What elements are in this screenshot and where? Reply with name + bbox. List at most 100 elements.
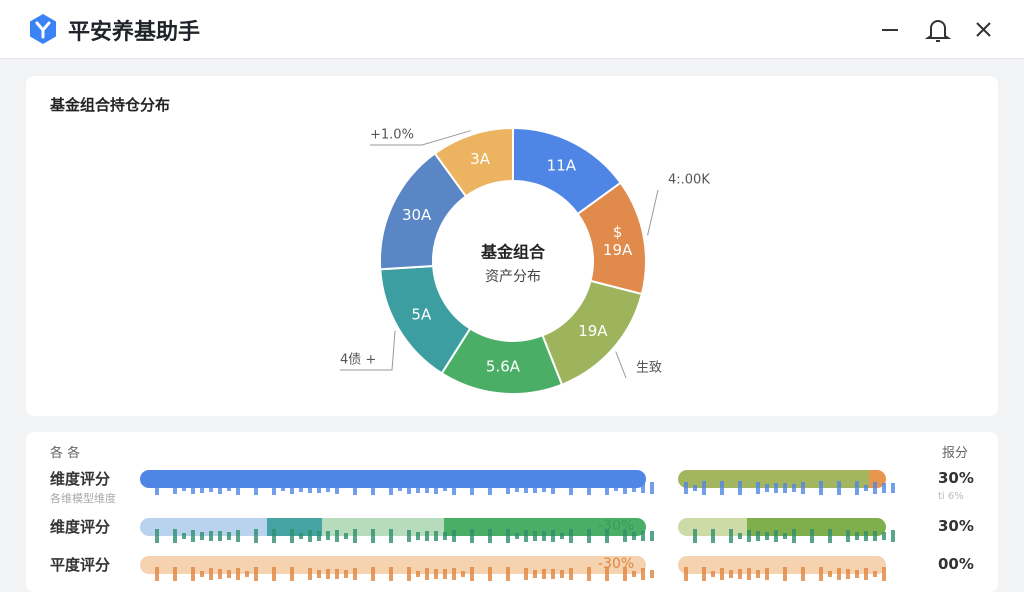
spark-bar (218, 569, 222, 579)
spark-bar (873, 571, 877, 577)
close-button[interactable] (976, 22, 991, 37)
spark-bar (738, 481, 742, 495)
spark-bar (855, 532, 859, 540)
spark-bar (416, 483, 420, 493)
spark-bar (308, 530, 312, 542)
spark-bar (693, 529, 697, 543)
spark-bar (488, 529, 492, 543)
spark-bar (389, 567, 393, 581)
spark-bar (434, 482, 438, 494)
spark-bar (254, 567, 258, 581)
spark-bar (407, 529, 411, 543)
spark-bar (632, 483, 636, 493)
spark-bar (533, 482, 537, 494)
spark-bar (272, 529, 276, 543)
spark-bar (650, 569, 654, 579)
spark-bar (882, 532, 886, 540)
spark-bar (443, 484, 447, 492)
spark-bar (765, 484, 769, 492)
spark-bar (810, 529, 814, 543)
spark-bar (560, 532, 564, 540)
spark-bar (236, 481, 240, 495)
spark-bar (173, 567, 177, 581)
spark-bar (524, 530, 528, 542)
notification-button[interactable] (924, 20, 952, 42)
spark-bar (587, 529, 591, 543)
spark-bar (873, 530, 877, 542)
spark-bar (290, 567, 294, 581)
spark-bar (605, 481, 609, 495)
spark-bar (837, 481, 841, 495)
spark-bar (308, 482, 312, 494)
spark-bar (774, 482, 778, 494)
spark-bar (371, 481, 375, 495)
spark-bar (407, 567, 411, 581)
callout-label: +1.0% (370, 128, 414, 143)
spark-bar (227, 532, 231, 540)
spark-bar (837, 568, 841, 580)
spark-bar (605, 529, 609, 543)
spark-bar (299, 483, 303, 493)
spark-bar (326, 531, 330, 541)
spark-bar (290, 481, 294, 495)
spark-bar (488, 481, 492, 495)
spark-bar (515, 484, 519, 492)
row-label: 平度评分 (50, 556, 111, 574)
chart-title: 基金组合持仓分布 (50, 96, 171, 114)
row-label: 维度评分 (50, 518, 111, 536)
spark-bar (200, 570, 204, 578)
spark-bar (632, 571, 636, 577)
spark-bar (443, 532, 447, 540)
spark-bar (434, 530, 438, 542)
spark-bar (569, 567, 573, 581)
spark-bar (425, 568, 429, 580)
progress-segment (140, 556, 646, 574)
spark-bar (434, 569, 438, 579)
spark-bar (551, 568, 555, 580)
spark-bar (227, 569, 231, 579)
spark-bar (882, 567, 886, 581)
callout-line (647, 189, 659, 236)
spark-bar (209, 483, 213, 493)
spark-bar (326, 484, 330, 492)
spark-bar (891, 529, 895, 543)
spark-bar (623, 529, 627, 543)
spark-bar (317, 482, 321, 494)
spark-bar (155, 529, 159, 543)
spark-bar (191, 482, 195, 494)
spark-bar (765, 531, 769, 541)
row-sublabel: 各维模型维度 (50, 492, 116, 505)
spark-bar (792, 484, 796, 492)
spark-bar (819, 481, 823, 495)
spark-bar (272, 481, 276, 495)
spark-bar (488, 567, 492, 581)
spark-bar (200, 531, 204, 541)
spark-bar (191, 567, 195, 581)
spark-bar (254, 481, 258, 495)
segment-label-line: $ (613, 223, 623, 241)
spark-bar (452, 481, 456, 495)
spark-bar (747, 568, 751, 580)
spark-bar (407, 482, 411, 494)
spark-bar (416, 570, 420, 578)
row-label: 维度评分 (50, 470, 111, 488)
spark-bar (272, 567, 276, 581)
spark-bar (774, 530, 778, 542)
spark-bar (155, 481, 159, 495)
segment-label-line: 19A (603, 241, 633, 259)
spark-bar (245, 571, 249, 577)
spark-bar (452, 568, 456, 580)
spark-bar (389, 529, 393, 543)
spark-bar (684, 567, 688, 581)
spark-bar (711, 571, 715, 577)
spark-bar (326, 568, 330, 580)
progress-segment (140, 470, 646, 488)
spark-bar (587, 567, 591, 581)
spark-bar (173, 481, 177, 495)
spark-bar (864, 568, 868, 580)
spark-bar (614, 485, 618, 491)
spark-bar (533, 531, 537, 541)
callout-line (615, 351, 627, 379)
spark-bar (569, 481, 573, 495)
